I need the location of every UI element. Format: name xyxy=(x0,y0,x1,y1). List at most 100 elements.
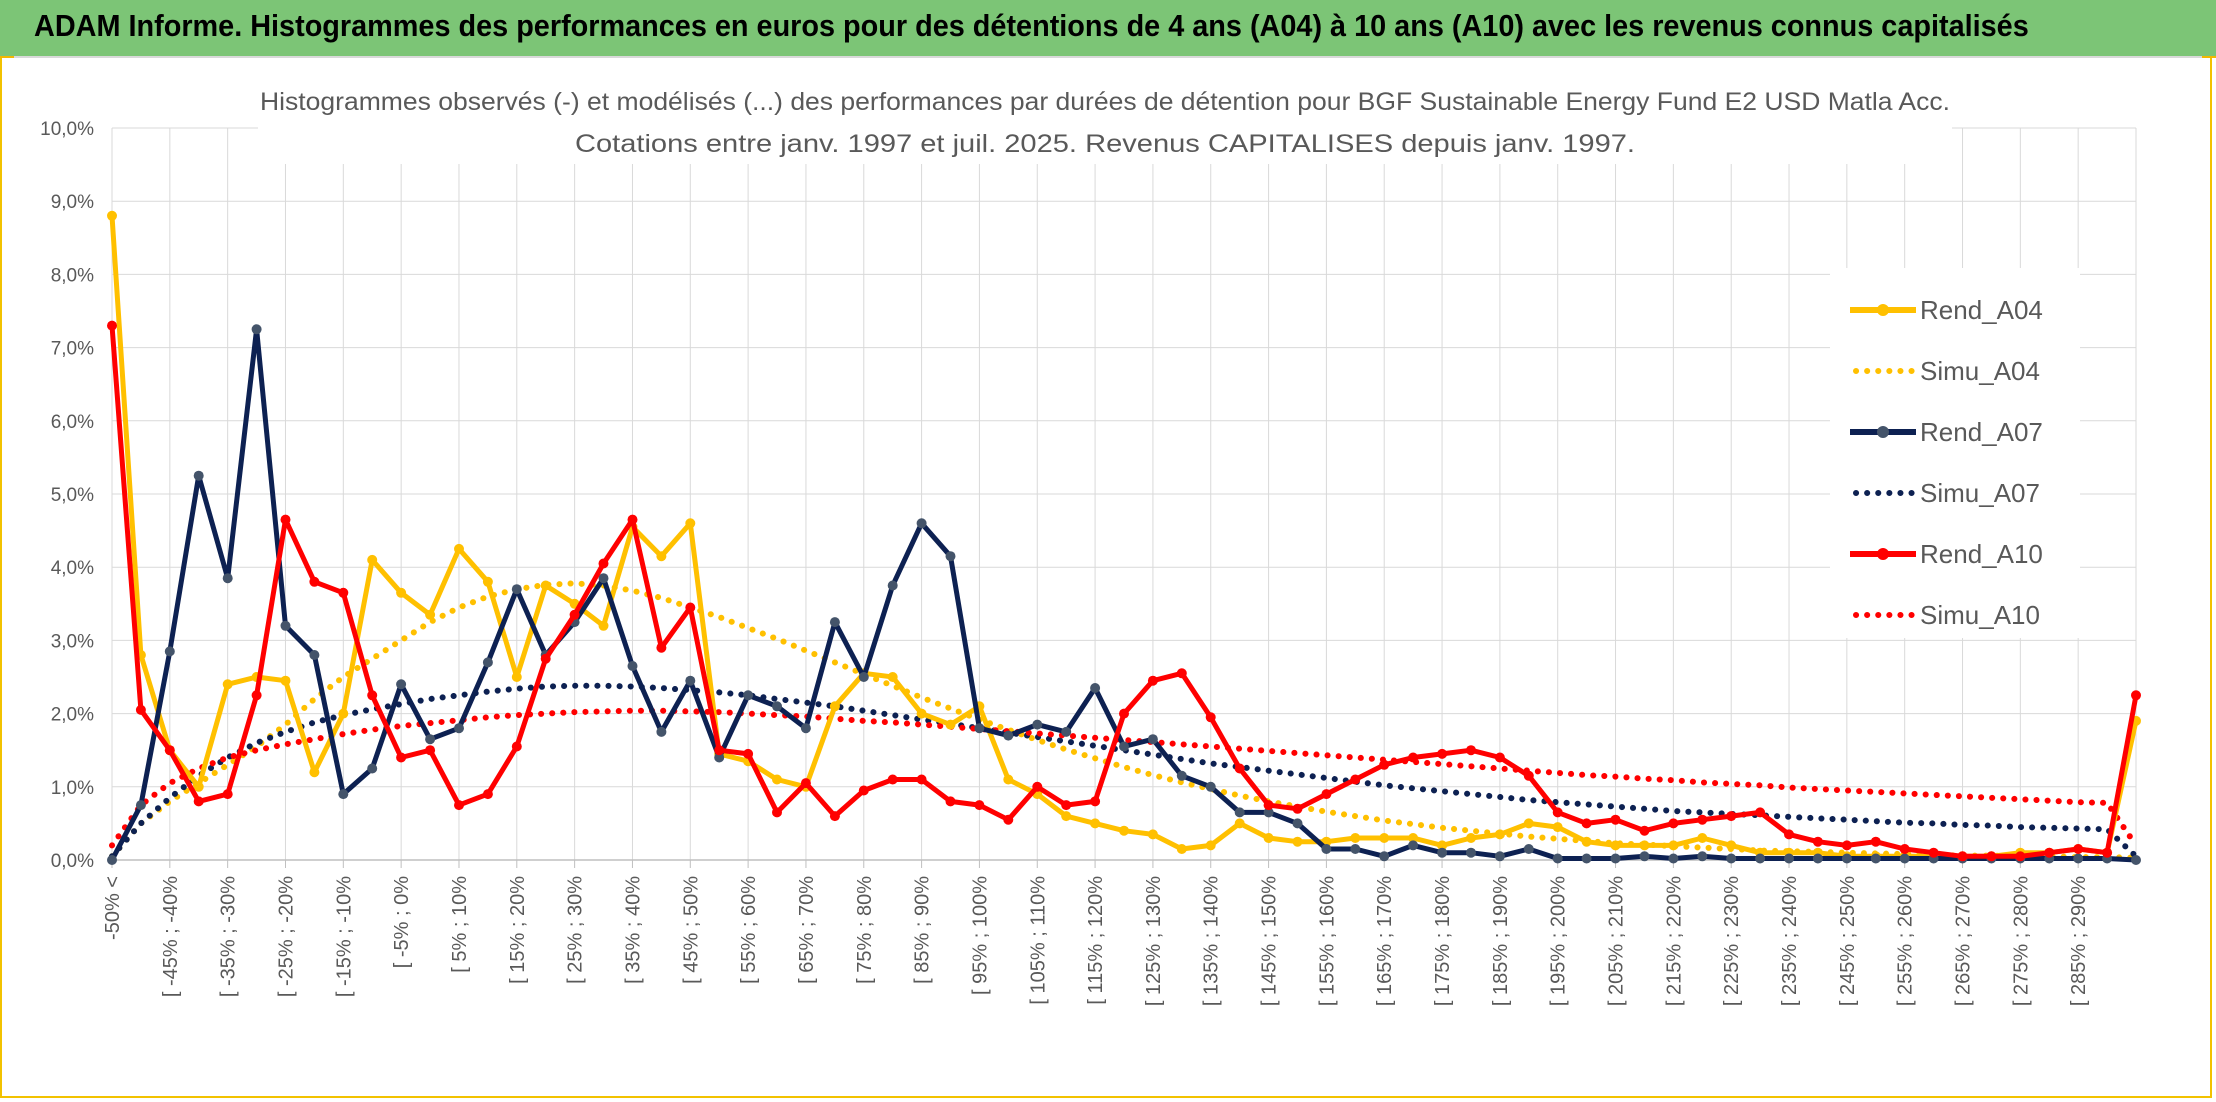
data-point xyxy=(1321,789,1332,800)
y-tick-label: 1,0% xyxy=(51,778,94,799)
data-point xyxy=(887,580,898,591)
legend-label: Simu_A04 xyxy=(1920,356,2040,386)
x-tick-label: [ 25% ; 30% xyxy=(565,876,587,984)
y-tick-label: 9,0% xyxy=(51,192,94,213)
data-point xyxy=(1205,781,1216,792)
data-point xyxy=(1899,853,1910,864)
data-point xyxy=(1841,853,1852,864)
x-tick-label: [ 35% ; 40% xyxy=(622,876,644,984)
data-point xyxy=(1726,840,1737,851)
data-point xyxy=(1755,853,1766,864)
data-point xyxy=(454,543,464,554)
data-point xyxy=(1379,851,1390,862)
x-tick-label: [ 75% ; 80% xyxy=(854,876,876,984)
legend-label: Simu_A07 xyxy=(1920,478,2040,508)
data-point xyxy=(1581,853,1592,864)
data-point xyxy=(1610,840,1621,851)
data-point xyxy=(280,514,291,525)
y-tick-label: 7,0% xyxy=(51,339,94,360)
data-point xyxy=(1176,668,1187,679)
data-point xyxy=(598,558,609,569)
y-tick-label: 5,0% xyxy=(51,485,94,506)
x-tick-label: [ 95% ; 100% xyxy=(969,876,991,995)
data-point xyxy=(1147,734,1158,745)
data-point xyxy=(309,650,320,660)
data-point xyxy=(280,620,291,631)
x-tick-label: [ 275% ; 280% xyxy=(2010,876,2032,1006)
data-point xyxy=(280,675,291,686)
data-point xyxy=(1494,851,1505,862)
data-point xyxy=(1119,825,1129,836)
x-tick-label: [ -5% ; 0% xyxy=(391,876,413,968)
axes: 0,0% 1,0% 2,0% 3,0% 4,0% 5,0% 6,0% 7,0% 8,0% 9,0%… xyxy=(40,119,2136,1006)
data-point xyxy=(598,620,609,631)
data-point xyxy=(772,701,782,712)
data-point xyxy=(1379,759,1390,770)
data-point xyxy=(2131,690,2141,701)
data-point xyxy=(482,576,493,587)
x-tick-label: [ 175% ; 180% xyxy=(1432,876,1454,1006)
x-tick-label: [ 185% ; 190% xyxy=(1490,876,1512,1006)
data-point xyxy=(367,554,378,565)
legend-label: Simu_A10 xyxy=(1920,600,2040,630)
data-point xyxy=(1552,822,1563,833)
data-point xyxy=(1928,847,1939,858)
data-point xyxy=(1234,807,1245,818)
data-point xyxy=(1061,726,1072,737)
series-Rend_A10 xyxy=(107,320,2141,862)
x-tick-label: [ 285% ; 290% xyxy=(2068,876,2090,1006)
data-point xyxy=(1119,741,1129,752)
series xyxy=(107,210,2141,865)
data-point xyxy=(887,672,898,682)
data-point xyxy=(1292,818,1303,829)
data-point xyxy=(1350,844,1361,854)
data-point xyxy=(656,642,667,653)
chart-title: Histogrammes observés (-) et modélisés (… xyxy=(260,88,1950,116)
data-point xyxy=(511,741,522,752)
x-tick-label: [ 225% ; 230% xyxy=(1721,876,1743,1006)
data-point xyxy=(1523,818,1534,829)
data-point xyxy=(1812,836,1823,847)
data-point xyxy=(1090,796,1101,807)
data-point xyxy=(945,796,956,807)
x-tick-label: [ 45% ; 50% xyxy=(680,876,702,984)
y-tick-label: 0,0% xyxy=(51,851,94,872)
x-tick-label: [ 55% ; 60% xyxy=(738,876,760,984)
data-point xyxy=(858,785,869,796)
y-tick-label: 4,0% xyxy=(51,558,94,579)
data-point xyxy=(1003,730,1014,741)
data-point xyxy=(714,752,725,763)
data-point xyxy=(540,653,551,664)
x-tick-label: [ 15% ; 20% xyxy=(507,876,529,984)
data-point xyxy=(222,573,233,584)
data-point xyxy=(1697,814,1708,825)
x-tick-label: [ 125% ; 130% xyxy=(1143,876,1165,1006)
y-tick-label: 3,0% xyxy=(51,631,94,652)
legend-marker xyxy=(1877,548,1889,560)
data-point xyxy=(1437,847,1448,858)
x-tick-label: [ 255% ; 260% xyxy=(1895,876,1917,1006)
data-point xyxy=(945,551,956,562)
y-tick-label: 8,0% xyxy=(51,265,94,286)
data-point xyxy=(1408,752,1419,763)
data-point xyxy=(887,774,898,785)
data-point xyxy=(1668,818,1679,829)
data-point xyxy=(1032,719,1043,730)
data-point xyxy=(1263,807,1274,818)
data-point xyxy=(1321,844,1332,854)
data-point xyxy=(1350,774,1361,785)
data-point xyxy=(1292,803,1303,814)
data-point xyxy=(829,811,840,822)
data-point xyxy=(1841,840,1852,851)
data-point xyxy=(1119,708,1129,719)
data-point xyxy=(829,701,840,712)
x-tick-label: [ 205% ; 210% xyxy=(1606,876,1628,1006)
chart: 0,0% 1,0% 2,0% 3,0% 4,0% 5,0% 6,0% 7,0% 8,0% 9,0%… xyxy=(0,58,2216,1102)
data-point xyxy=(743,690,754,701)
legend-label: Rend_A10 xyxy=(1920,539,2043,569)
x-tick-label: [ 195% ; 200% xyxy=(1548,876,1570,1006)
data-point xyxy=(1639,840,1650,851)
data-point xyxy=(1090,683,1101,693)
chart-subtitle: Cotations entre janv. 1997 et juil. 2025… xyxy=(575,130,1635,158)
data-point xyxy=(656,726,667,737)
